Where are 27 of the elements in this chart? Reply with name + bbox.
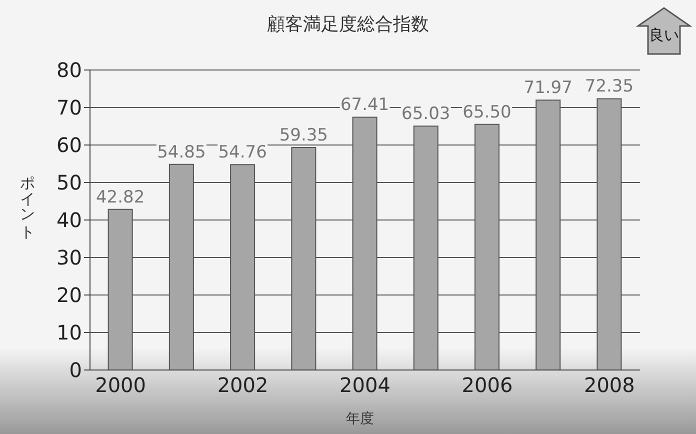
data-label: 72.35	[584, 76, 634, 97]
x-axis-title: 年度	[345, 410, 375, 428]
x-tick-label: 2008	[584, 373, 635, 398]
data-label: 65.50	[462, 102, 512, 122]
y-tick-label: 20	[56, 283, 82, 308]
x-tick-label: 2006	[462, 373, 513, 398]
data-label: 54.76	[218, 142, 267, 163]
data-label: 42.82	[96, 187, 145, 208]
y-axis-title: ポイント	[18, 163, 38, 234]
y-tick-label: 80	[56, 58, 82, 82]
y-tick-label: 10	[56, 320, 82, 345]
data-label: 54.85	[157, 142, 206, 162]
y-tick-label: 40	[56, 208, 82, 232]
text: 良い	[648, 26, 680, 45]
y-tick-label: 70	[56, 96, 82, 120]
data-label: 65.03	[402, 104, 450, 124]
x-tick-label: 2000	[95, 373, 146, 398]
y-tick-label: 0	[69, 358, 82, 382]
y-tick-label: 60	[56, 133, 82, 158]
x-tick-label: 2002	[217, 373, 268, 398]
y-tick-label: 50	[56, 170, 82, 195]
data-label: 59.35	[279, 125, 328, 146]
chart-title: 顧客満足度総合指数	[267, 14, 429, 35]
data-label: 71.97	[524, 78, 572, 98]
y-tick-label: 30	[56, 246, 82, 270]
data-label: 67.41	[340, 95, 390, 116]
x-tick-label: 2004	[340, 373, 390, 398]
